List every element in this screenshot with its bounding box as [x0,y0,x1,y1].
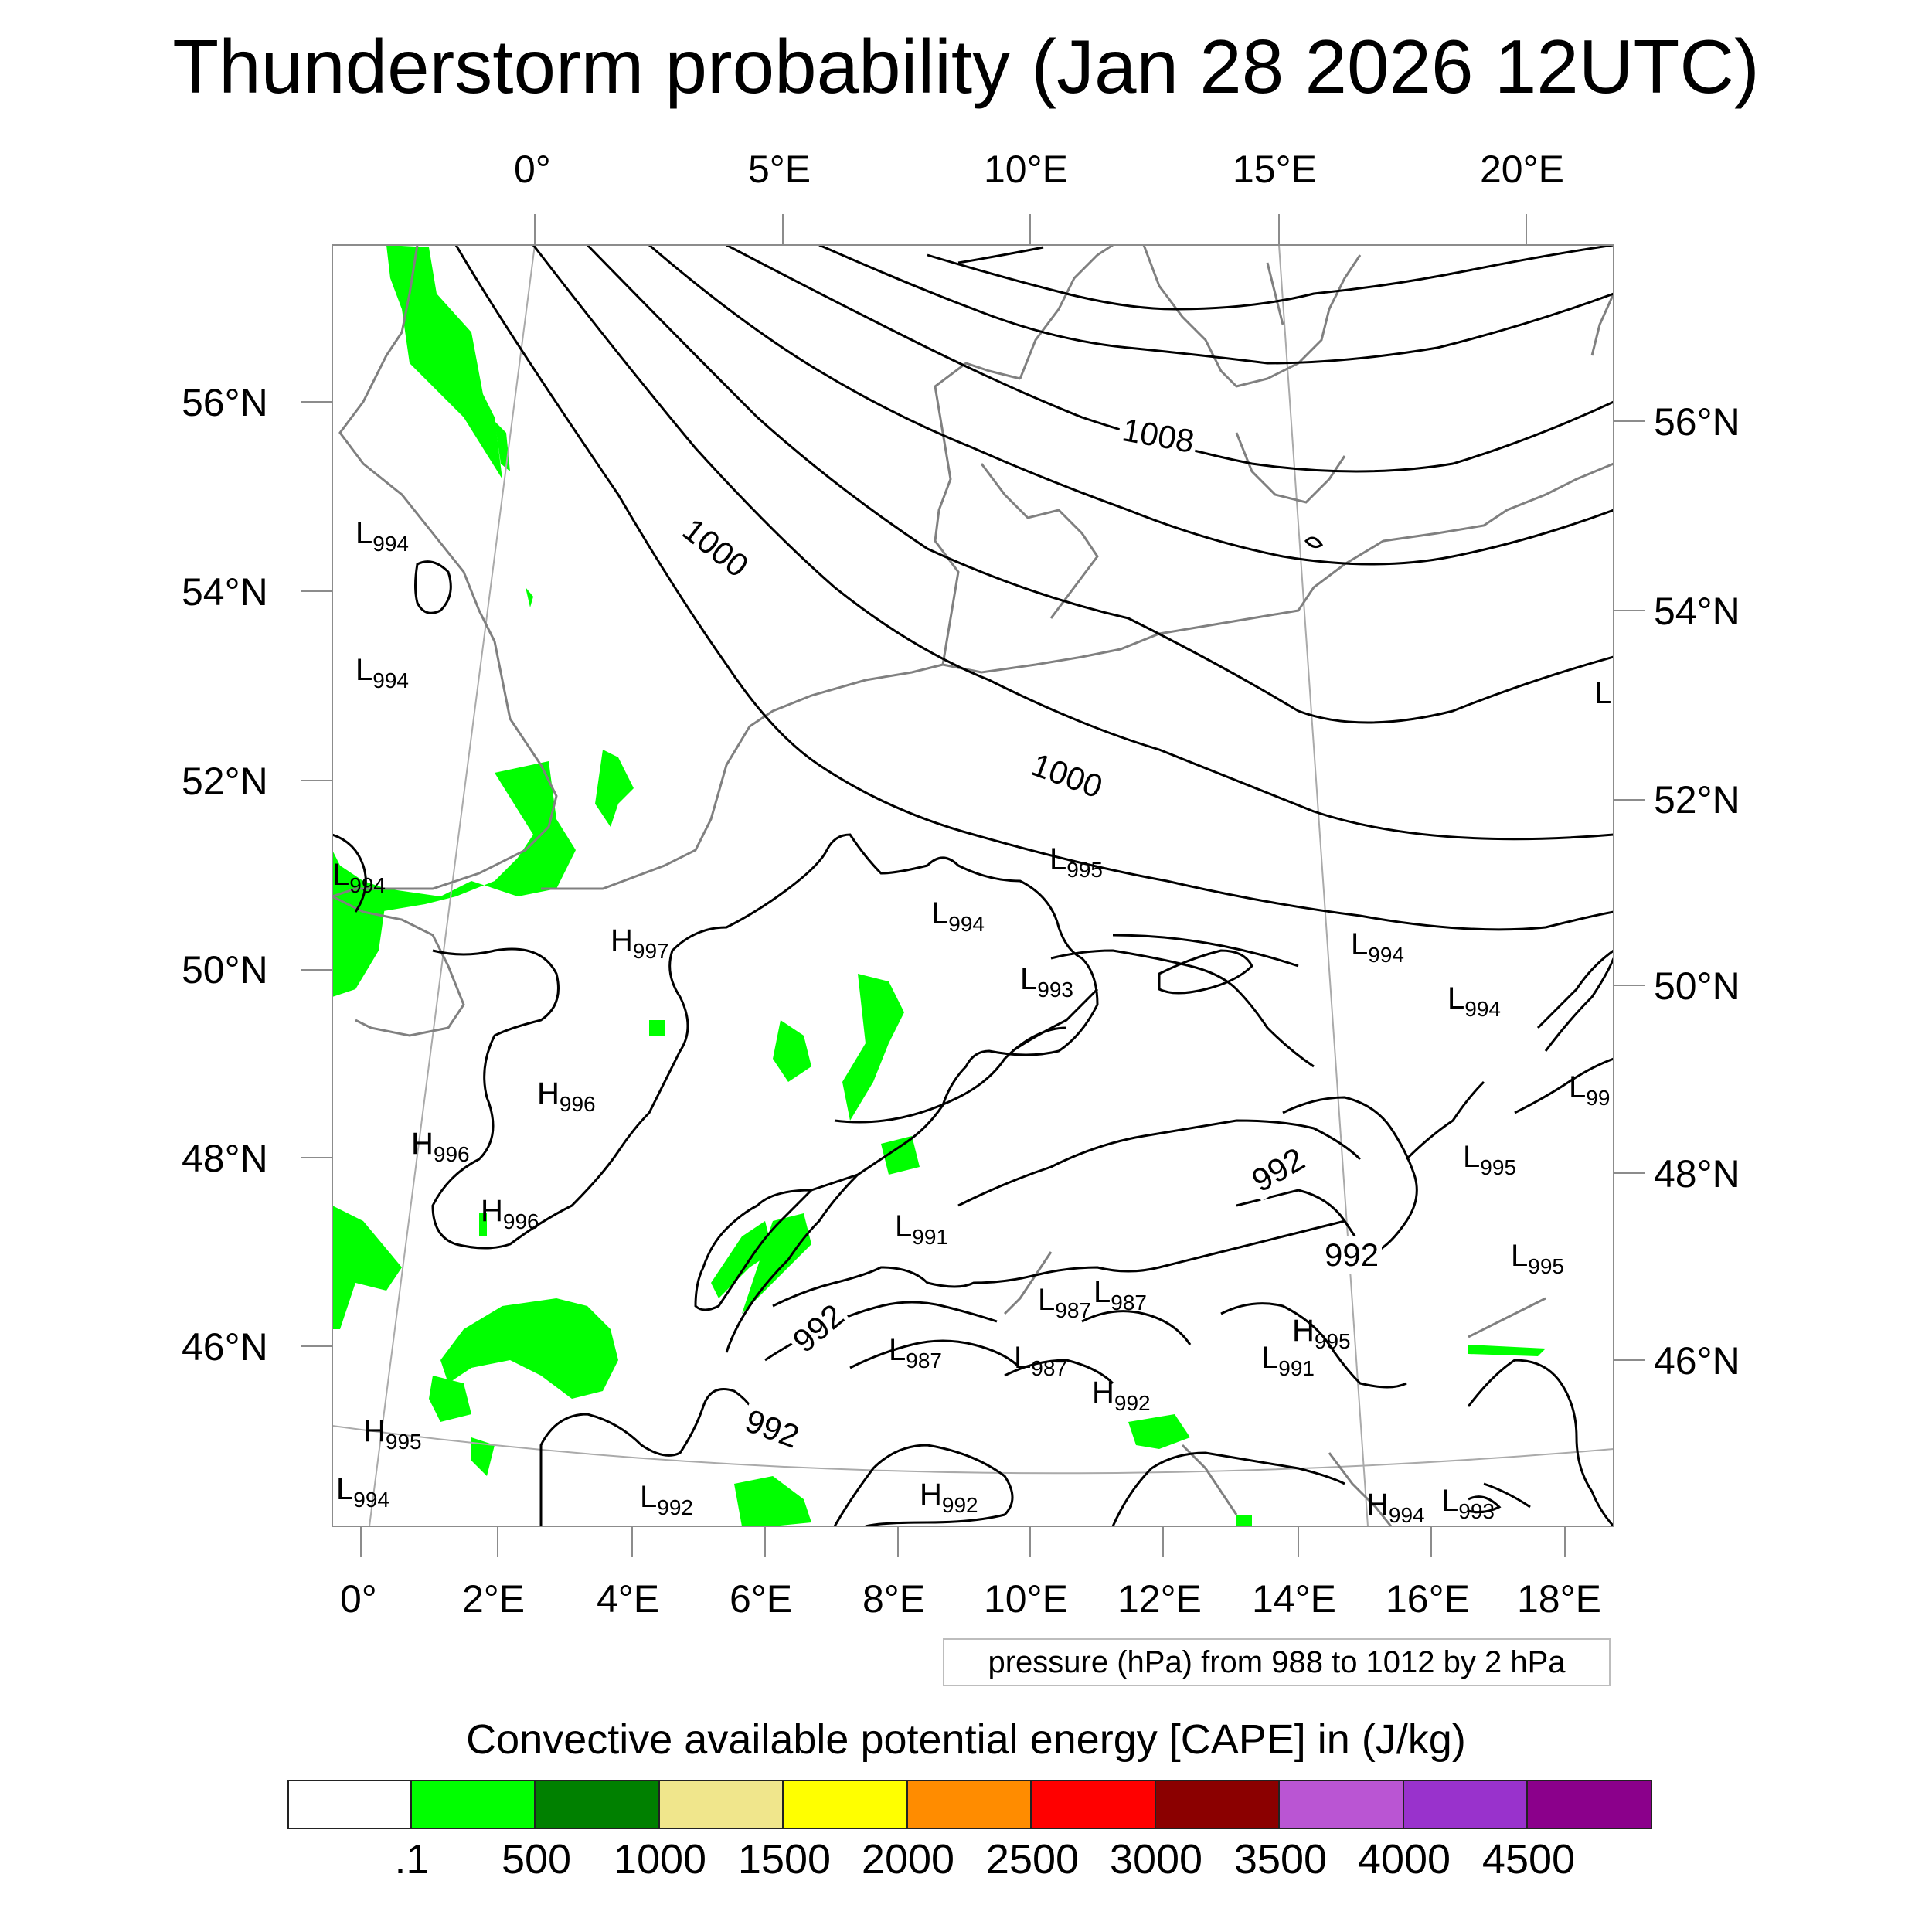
lon-bottom-label: 4°E [597,1577,660,1621]
pressure-center: L987 [889,1333,942,1372]
colorbar-swatch [287,1780,412,1829]
pressure-center: L991 [1261,1341,1315,1380]
colorbar-frame [287,1780,1652,1829]
pressure-center: L987 [1094,1275,1147,1315]
pressure-center: H996 [411,1127,470,1166]
pressure-center: L994 [355,516,409,556]
lat-right-label: 50°N [1654,964,1740,1008]
pressure-center: L992 [640,1480,693,1519]
lon-top-label: 0° [514,148,551,191]
lon-bottom-label: 16°E [1386,1577,1470,1621]
lat-left-label: 52°N [182,760,268,803]
lat-right-label: 54°N [1654,590,1740,633]
colorbar-label: 1500 [737,1836,832,1883]
colorbar-label: 4500 [1481,1836,1576,1883]
colorbar-swatch [907,1780,1032,1829]
pressure-center: L [1594,676,1612,710]
pressure-center: L994 [355,653,409,692]
colorbar-label: 1000 [613,1836,707,1883]
lon-bottom-label: 6°E [730,1577,793,1621]
lon-bottom-label: 12°E [1117,1577,1202,1621]
isobars [332,245,1614,1526]
axis-ticks [301,214,1645,1557]
pressure-center: H995 [1292,1314,1351,1353]
pressure-center: H996 [537,1077,596,1116]
colorbar-label: 2500 [985,1836,1080,1883]
pressure-center: H997 [611,923,669,963]
pressure-center: L995 [1511,1239,1564,1278]
colorbar-swatch [784,1780,908,1829]
colorbar-swatch [1032,1780,1156,1829]
colorbar-swatch [411,1780,536,1829]
map-frame [332,244,1614,1527]
lon-bottom-label: 10°E [984,1577,1068,1621]
graticule [332,245,1614,1526]
pressure-center: L994 [931,896,985,936]
pressure-center: H992 [920,1478,978,1517]
lat-left-label: 54°N [182,570,268,614]
pressure-center: L987 [1038,1283,1091,1322]
pressure-center: L991 [895,1209,948,1249]
pressure-center: H992 [1092,1376,1151,1415]
colorbar-label: .1 [394,1836,430,1883]
pressure-center: L993 [1441,1484,1495,1523]
pressure-center: L99 [1569,1070,1611,1110]
lat-left-label: 50°N [182,948,268,992]
pressure-center: L987 [1014,1341,1067,1380]
colorbar-label: 4000 [1357,1836,1451,1883]
lon-bottom-label: 2°E [462,1577,526,1621]
colorbar-label: 500 [501,1836,572,1883]
cape-areas [332,245,1546,1526]
pressure-center: L994 [332,858,386,897]
lat-right-label: 52°N [1654,778,1740,821]
isobar-label: 992 [1321,1236,1383,1274]
pressure-center: L994 [336,1472,389,1512]
pressure-center: L994 [1447,981,1501,1021]
pressure-center: L993 [1020,962,1073,1002]
colorbar-label: 2000 [861,1836,955,1883]
colorbar-swatch [659,1780,784,1829]
lat-left-label: 46°N [182,1325,268,1369]
lon-bottom-label: 18°E [1517,1577,1601,1621]
lon-bottom-label: 14°E [1252,1577,1336,1621]
contour-info-box: pressure (hPa) from 988 to 1012 by 2 hPa [943,1638,1611,1686]
colorbar-swatch [1155,1780,1281,1829]
map-title: Thunderstorm probability (Jan 28 2026 12… [172,24,1760,109]
lat-left-label: 48°N [182,1137,268,1180]
lon-top-label: 10°E [984,148,1068,191]
lat-right-label: 46°N [1654,1339,1740,1383]
pressure-center: L995 [1049,842,1103,882]
lon-top-label: 20°E [1480,148,1564,191]
pressure-center: L995 [1463,1140,1516,1179]
lat-right-label: 48°N [1654,1152,1740,1196]
lon-top-label: 5°E [748,148,811,191]
lat-left-label: 56°N [182,381,268,424]
lon-top-label: 15°E [1233,148,1317,191]
colorbar-label: 3000 [1109,1836,1203,1883]
lat-right-label: 56°N [1654,400,1740,444]
pressure-center: H996 [481,1194,539,1233]
colorbar-swatch [1280,1780,1404,1829]
colorbar-swatch [1403,1780,1529,1829]
lon-bottom-label: 0° [340,1577,377,1621]
pressure-center: H995 [363,1414,422,1454]
lon-bottom-label: 8°E [862,1577,926,1621]
colorbar-title: Convective available potential energy [C… [466,1716,1466,1763]
pressure-center: H994 [1366,1488,1425,1527]
pressure-center: L994 [1351,927,1404,967]
colorbar-label: 3500 [1233,1836,1328,1883]
colorbar-swatch [536,1780,660,1829]
